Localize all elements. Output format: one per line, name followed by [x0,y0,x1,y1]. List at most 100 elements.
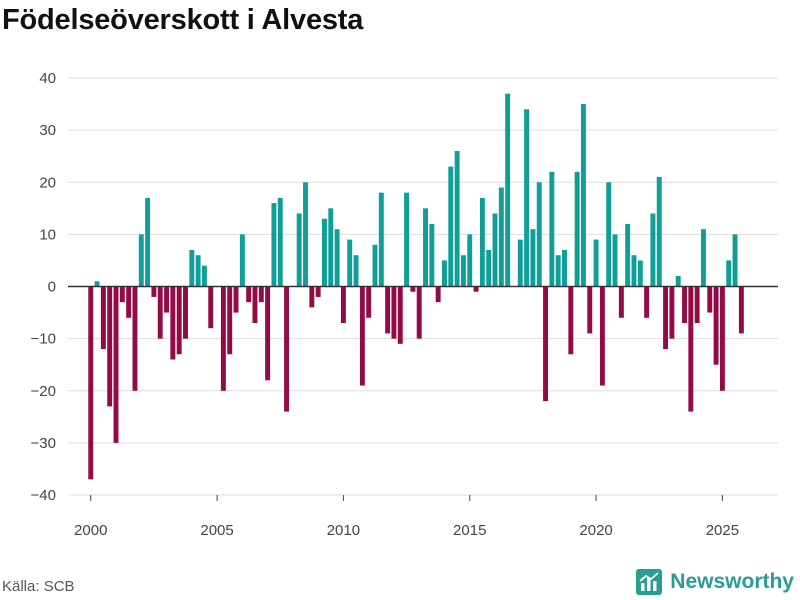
bar [183,286,188,339]
axes: −40 −30 −20 −10 0 10 20 30 40 2000 2005 2010 2015 202… [31,70,778,539]
bar [555,255,561,287]
brand-name: Newsworthy [670,570,794,593]
bar [429,223,435,287]
bar [353,255,359,287]
bar [170,286,176,360]
bar [201,265,207,287]
bar [625,223,631,287]
bar [606,182,612,287]
bar [265,286,271,381]
bar [675,276,681,287]
bar [574,171,580,287]
x-tick-label: 2000 [74,522,107,539]
bar [410,286,416,292]
bar [113,286,119,443]
bar [145,197,151,287]
bar [637,260,643,287]
bar [157,286,163,339]
bar [416,286,422,339]
bar [454,150,460,287]
bar [618,286,624,318]
bar [562,250,567,287]
bar [296,213,302,287]
bar [631,255,637,287]
bar [176,286,182,355]
bar [233,286,239,313]
y-tick-label: 20 [39,174,56,191]
bar [391,286,397,339]
bar [644,286,650,318]
y-tick-label: −40 [31,487,56,504]
bar [467,234,473,287]
bar [568,286,574,355]
bar [252,286,258,323]
bar [208,286,214,329]
bar [303,182,308,287]
bar [423,208,428,287]
bars [88,93,744,480]
bar [682,286,687,323]
bar [448,166,454,287]
bar [107,286,113,407]
bar [442,260,447,287]
bar [227,286,233,355]
bar [656,177,662,287]
bar [132,286,138,391]
bar [126,286,132,318]
y-tick-label: −10 [31,331,56,348]
brand-logo[interactable]: Newsworthy [636,569,794,595]
bar [505,93,511,287]
bar [164,286,170,313]
bar [385,286,391,334]
bar-chart-logo-icon [636,569,663,595]
bar [321,218,327,287]
y-tick-label: 40 [39,70,56,87]
y-tick-label: 0 [48,279,56,296]
bar [138,234,144,287]
bar [486,250,492,287]
bar [435,286,441,303]
y-tick-label: 30 [39,122,56,139]
bar [530,229,536,287]
chart-title: Födelseöverskott i Alvesta [2,4,364,36]
bar [246,286,252,303]
bar [372,244,378,287]
bar [315,286,321,297]
bar [719,286,725,391]
bar [460,255,466,287]
bar [694,286,700,323]
x-tick-label: 2020 [579,522,612,539]
bar [195,255,201,287]
bar [707,286,713,313]
bar [479,197,485,287]
bar [309,286,315,308]
bar [549,171,555,287]
bar [88,286,94,480]
bar [713,286,719,365]
y-tick-label: −20 [31,383,56,400]
bar [378,192,384,287]
x-tick-label: 2005 [200,522,233,539]
bar [732,234,738,287]
bar [593,239,599,287]
bar [340,286,346,323]
bar [650,213,656,287]
bar [404,192,410,287]
bar [220,286,226,391]
bar [663,286,669,350]
bar [397,286,403,344]
bar [100,286,106,350]
bar [700,229,706,287]
bar [599,286,605,386]
bar [517,239,523,287]
source-label: Källa: SCB [2,578,75,595]
bar [536,182,542,287]
bar [334,229,340,287]
bar [366,286,372,318]
bar [328,208,334,287]
bar [738,286,744,334]
bar [239,234,245,287]
bar [473,286,479,292]
x-tick-label: 2015 [453,522,486,539]
